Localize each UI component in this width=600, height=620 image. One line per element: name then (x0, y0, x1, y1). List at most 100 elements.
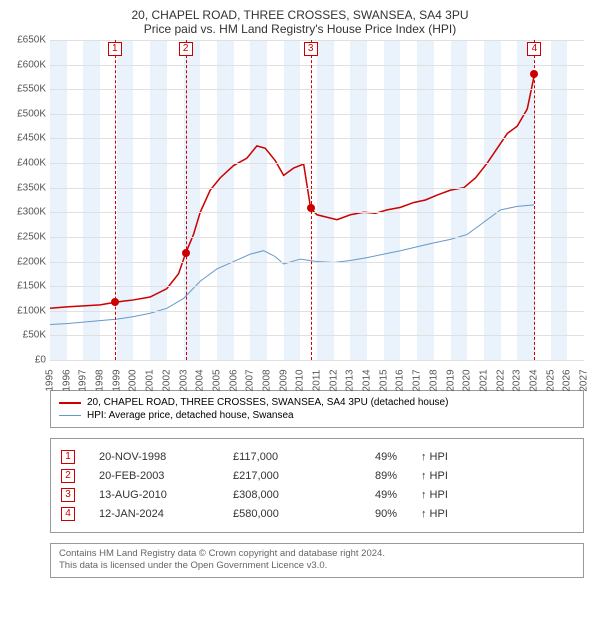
title-line-1: 20, CHAPEL ROAD, THREE CROSSES, SWANSEA,… (8, 8, 592, 22)
event-price: £308,000 (233, 489, 313, 501)
x-tick-label: 2018 (428, 369, 439, 391)
x-tick-label: 2005 (211, 369, 222, 391)
event-price: £217,000 (233, 470, 313, 482)
legend-swatch (59, 402, 81, 404)
event-price: £580,000 (233, 508, 313, 520)
footer-attribution: Contains HM Land Registry data © Crown c… (50, 543, 584, 578)
event-pct: 49% (337, 489, 397, 501)
event-line (186, 40, 187, 360)
trend-arrow-icon: ↑ HPI (421, 470, 448, 482)
x-tick-label: 2013 (345, 369, 356, 391)
event-dot (530, 70, 538, 78)
y-gridline (50, 335, 584, 336)
x-tick-label: 2022 (495, 369, 506, 391)
event-marker: 3 (304, 42, 318, 56)
y-gridline (50, 286, 584, 287)
y-tick-label: £500K (8, 108, 46, 119)
event-line (115, 40, 116, 360)
title-line-2: Price paid vs. HM Land Registry's House … (8, 22, 592, 36)
chart-area: £0£50K£100K£150K£200K£250K£300K£350K£400… (50, 40, 584, 380)
plot-region: £0£50K£100K£150K£200K£250K£300K£350K£400… (50, 40, 584, 360)
event-pct: 49% (337, 451, 397, 463)
y-gridline (50, 212, 584, 213)
x-tick-label: 2014 (362, 369, 373, 391)
footer-line: Contains HM Land Registry data © Crown c… (59, 548, 575, 560)
y-tick-label: £0 (8, 355, 46, 366)
chart-title-block: 20, CHAPEL ROAD, THREE CROSSES, SWANSEA,… (8, 8, 592, 36)
y-gridline (50, 89, 584, 90)
event-number-box: 2 (61, 469, 75, 483)
trend-arrow-icon: ↑ HPI (421, 451, 448, 463)
event-date: 12-JAN-2024 (99, 508, 209, 520)
legend-label: 20, CHAPEL ROAD, THREE CROSSES, SWANSEA,… (87, 397, 448, 408)
y-tick-label: £100K (8, 305, 46, 316)
y-gridline (50, 262, 584, 263)
x-tick-label: 2023 (512, 369, 523, 391)
legend-swatch (59, 415, 81, 416)
x-tick-label: 1999 (111, 369, 122, 391)
y-tick-label: £350K (8, 182, 46, 193)
x-tick-label: 2006 (228, 369, 239, 391)
y-tick-label: £200K (8, 256, 46, 267)
y-gridline (50, 188, 584, 189)
x-tick-label: 2001 (145, 369, 156, 391)
x-tick-label: 2000 (128, 369, 139, 391)
x-tick-label: 2011 (312, 370, 323, 392)
event-marker: 4 (527, 42, 541, 56)
event-number-box: 1 (61, 450, 75, 464)
x-tick-label: 1997 (78, 369, 89, 391)
y-tick-label: £650K (8, 35, 46, 46)
event-date: 13-AUG-2010 (99, 489, 209, 501)
y-gridline (50, 65, 584, 66)
event-marker: 1 (108, 42, 122, 56)
event-dot (307, 204, 315, 212)
x-tick-label: 2016 (395, 369, 406, 391)
y-tick-label: £600K (8, 59, 46, 70)
legend-label: HPI: Average price, detached house, Swan… (87, 410, 294, 421)
x-tick-label: 2003 (178, 369, 189, 391)
y-tick-label: £250K (8, 231, 46, 242)
x-tick-label: 2025 (545, 369, 556, 391)
y-gridline (50, 163, 584, 164)
event-dot (111, 298, 119, 306)
line-series-svg (50, 40, 584, 360)
legend-item: 20, CHAPEL ROAD, THREE CROSSES, SWANSEA,… (59, 397, 575, 408)
x-tick-label: 2021 (478, 369, 489, 391)
x-tick-label: 2017 (412, 369, 423, 391)
x-tick-label: 2008 (261, 369, 272, 391)
x-tick-label: 2004 (195, 369, 206, 391)
series-line (50, 74, 534, 308)
y-tick-label: £550K (8, 84, 46, 95)
event-date: 20-NOV-1998 (99, 451, 209, 463)
x-tick-label: 2024 (528, 369, 539, 391)
y-gridline (50, 138, 584, 139)
y-tick-label: £450K (8, 133, 46, 144)
trend-arrow-icon: ↑ HPI (421, 489, 448, 501)
legend-item: HPI: Average price, detached house, Swan… (59, 410, 575, 421)
trend-arrow-icon: ↑ HPI (421, 508, 448, 520)
x-tick-label: 2002 (161, 369, 172, 391)
y-tick-label: £300K (8, 207, 46, 218)
event-date: 20-FEB-2003 (99, 470, 209, 482)
event-marker: 2 (179, 42, 193, 56)
event-row: 412-JAN-2024£580,00090%↑ HPI (61, 507, 573, 521)
x-tick-label: 1996 (61, 369, 72, 391)
events-table: 1 20-NOV-1998 £117,000 49% ↑ HPI 2 20-FEB-2003… (50, 438, 584, 533)
y-gridline (50, 40, 584, 41)
y-tick-label: £150K (8, 281, 46, 292)
y-tick-label: £50K (8, 330, 46, 341)
event-pct: 90% (337, 508, 397, 520)
y-gridline (50, 311, 584, 312)
x-tick-label: 2019 (445, 369, 456, 391)
event-line (311, 40, 312, 360)
event-row: 220-FEB-2003£217,00089%↑ HPI (61, 469, 573, 483)
event-row: 1 20-NOV-1998 £117,000 49% ↑ HPI (61, 450, 573, 464)
footer-line: This data is licensed under the Open Gov… (59, 560, 575, 572)
x-tick-label: 2027 (579, 369, 590, 391)
legend-box: 20, CHAPEL ROAD, THREE CROSSES, SWANSEA,… (50, 390, 584, 428)
event-number-box: 3 (61, 488, 75, 502)
y-gridline (50, 114, 584, 115)
event-price: £117,000 (233, 451, 313, 463)
y-gridline (50, 237, 584, 238)
event-line (534, 40, 535, 360)
